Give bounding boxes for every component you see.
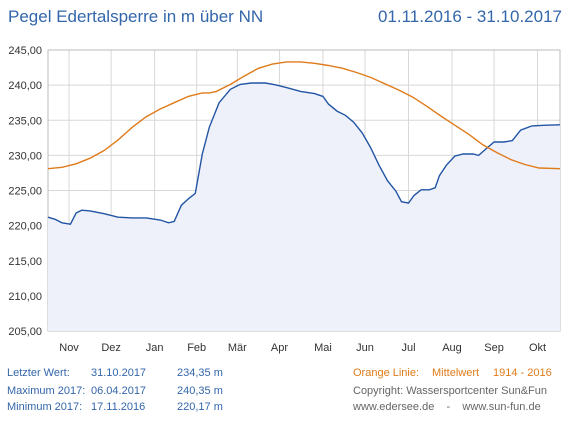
water-level-chart: 205,00 210,00 215,00 220,00 225,00 230,00 235,… <box>8 45 561 354</box>
last-value-date: 31.10.2017 <box>91 367 147 379</box>
x-tick-label: Aug <box>442 342 462 354</box>
y-tick-label: 215,00 <box>8 256 42 268</box>
y-tick-label: 240,00 <box>8 80 42 92</box>
x-tick-label: Mär <box>228 342 247 354</box>
x-tick-label: Feb <box>187 342 206 354</box>
maximum-value: 240,35 m <box>177 385 223 397</box>
copyright-text: Copyright: Wassersportcenter Sun&Fun <box>353 385 548 397</box>
x-tick-label: Dez <box>101 342 121 354</box>
x-tick-label: Sep <box>484 342 504 354</box>
y-tick-label: 230,00 <box>8 150 42 162</box>
mean-level-line <box>47 61 561 170</box>
y-tick-label: 245,00 <box>8 45 42 57</box>
maximum-date: 06.04.2017 <box>91 385 147 397</box>
last-value-label: Letzter Wert: <box>7 367 70 379</box>
orange-line-years: 1914 - 2016 <box>493 367 552 379</box>
y-tick-label: 225,00 <box>8 186 42 198</box>
orange-line-text: Mittelwert <box>432 367 480 379</box>
x-tick-label: Jul <box>401 342 415 354</box>
x-tick-label: Jun <box>356 342 374 354</box>
maximum-label: Maximum 2017: <box>7 385 86 397</box>
y-tick-label: 205,00 <box>8 326 42 338</box>
x-tick-label: Okt <box>529 342 546 354</box>
level-area <box>48 83 560 331</box>
date-range: 01.11.2016 - 31.10.2017 <box>377 7 562 26</box>
y-tick-label: 210,00 <box>8 291 42 303</box>
x-tick-label: Apr <box>271 342 288 354</box>
last-value-amount: 234,35 m <box>177 367 223 379</box>
water-level-line <box>47 82 561 225</box>
x-tick-label: Jan <box>146 342 164 354</box>
chart-title: Pegel Edertalsperre in m über NN <box>8 7 264 26</box>
minimum-date: 17.11.2016 <box>91 401 146 413</box>
y-tick-label: 220,00 <box>8 221 42 233</box>
x-tick-label: Mai <box>314 342 332 354</box>
y-tick-label: 235,00 <box>8 115 42 127</box>
x-tick-label: Nov <box>59 342 79 354</box>
website-links: www.edersee.de - www.sun-fun.de <box>353 401 541 413</box>
minimum-value: 220,17 m <box>177 401 223 413</box>
orange-line-label: Orange Linie: <box>353 367 420 379</box>
minimum-label: Minimum 2017: <box>7 401 83 413</box>
